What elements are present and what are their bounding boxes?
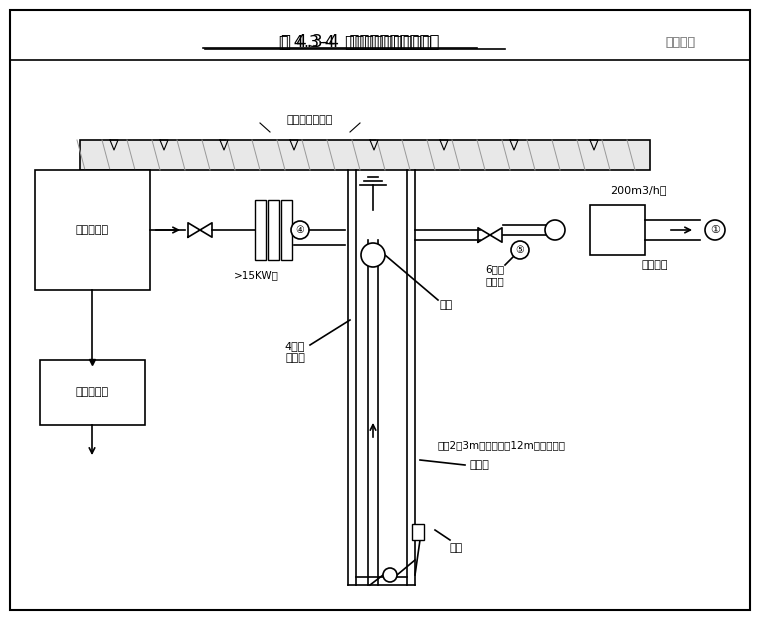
Text: 泥浆储备箱: 泥浆储备箱 — [75, 225, 109, 235]
Text: 钢筋混凝土基础: 钢筋混凝土基础 — [287, 115, 333, 125]
FancyBboxPatch shape — [268, 200, 279, 260]
FancyBboxPatch shape — [35, 170, 150, 290]
FancyBboxPatch shape — [80, 140, 650, 170]
FancyBboxPatch shape — [255, 200, 266, 260]
FancyBboxPatch shape — [10, 10, 750, 610]
Text: 筑龙岩土: 筑龙岩土 — [665, 35, 695, 48]
Text: 200m3/h泵: 200m3/h泵 — [610, 185, 667, 195]
Text: 筑龙岩土: 筑龙岩土 — [665, 35, 695, 48]
FancyBboxPatch shape — [281, 200, 292, 260]
FancyBboxPatch shape — [412, 524, 424, 540]
Text: 重锤: 重锤 — [450, 543, 464, 553]
Text: 清孔换浆: 清孔换浆 — [641, 260, 668, 270]
Text: 图 4.3-4  泥浆筒仓运作剖面图: 图 4.3-4 泥浆筒仓运作剖面图 — [280, 33, 439, 51]
Text: 6寸管
送浆管: 6寸管 送浆管 — [486, 264, 505, 286]
Text: >15KW泵: >15KW泵 — [233, 270, 278, 280]
Circle shape — [291, 221, 309, 239]
FancyBboxPatch shape — [590, 205, 645, 255]
Text: 图 4.3-4  泥浆筒仓运作剖面图: 图 4.3-4 泥浆筒仓运作剖面图 — [279, 35, 432, 50]
Text: 直径2～3m，高度小于12m，便于运输: 直径2～3m，高度小于12m，便于运输 — [438, 440, 566, 450]
Circle shape — [383, 568, 397, 582]
Circle shape — [705, 220, 725, 240]
Text: 4寸管
回浆管: 4寸管 回浆管 — [285, 341, 306, 363]
Circle shape — [361, 243, 385, 267]
Circle shape — [545, 220, 565, 240]
Text: 泥浆筒: 泥浆筒 — [470, 460, 490, 470]
FancyBboxPatch shape — [40, 360, 145, 425]
Text: 浮球: 浮球 — [440, 300, 453, 310]
Circle shape — [511, 241, 529, 259]
Text: ①: ① — [710, 225, 720, 235]
Text: ⑤: ⑤ — [515, 245, 524, 255]
Text: ④: ④ — [296, 225, 304, 235]
Text: 泥浆搅拌箱: 泥浆搅拌箱 — [75, 387, 109, 397]
